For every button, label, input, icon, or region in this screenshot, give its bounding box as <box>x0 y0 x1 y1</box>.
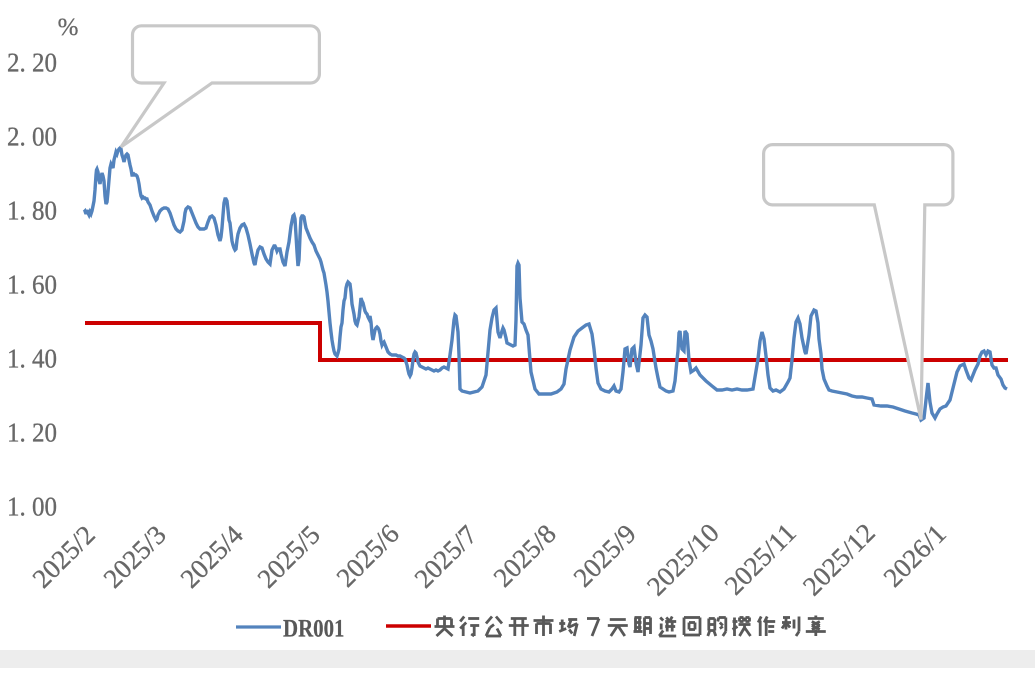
svg-text:1. 60: 1. 60 <box>7 270 57 300</box>
svg-text:%: % <box>58 14 79 41</box>
svg-text:1. 20: 1. 20 <box>7 418 57 448</box>
svg-text:2. 00: 2. 00 <box>7 122 57 152</box>
svg-text:DR001: DR001 <box>283 616 345 643</box>
svg-text:1. 80: 1. 80 <box>7 196 57 226</box>
svg-text:2. 20: 2. 20 <box>7 48 57 78</box>
svg-text:1. 40: 1. 40 <box>7 344 57 374</box>
svg-text:1. 00: 1. 00 <box>7 492 57 522</box>
